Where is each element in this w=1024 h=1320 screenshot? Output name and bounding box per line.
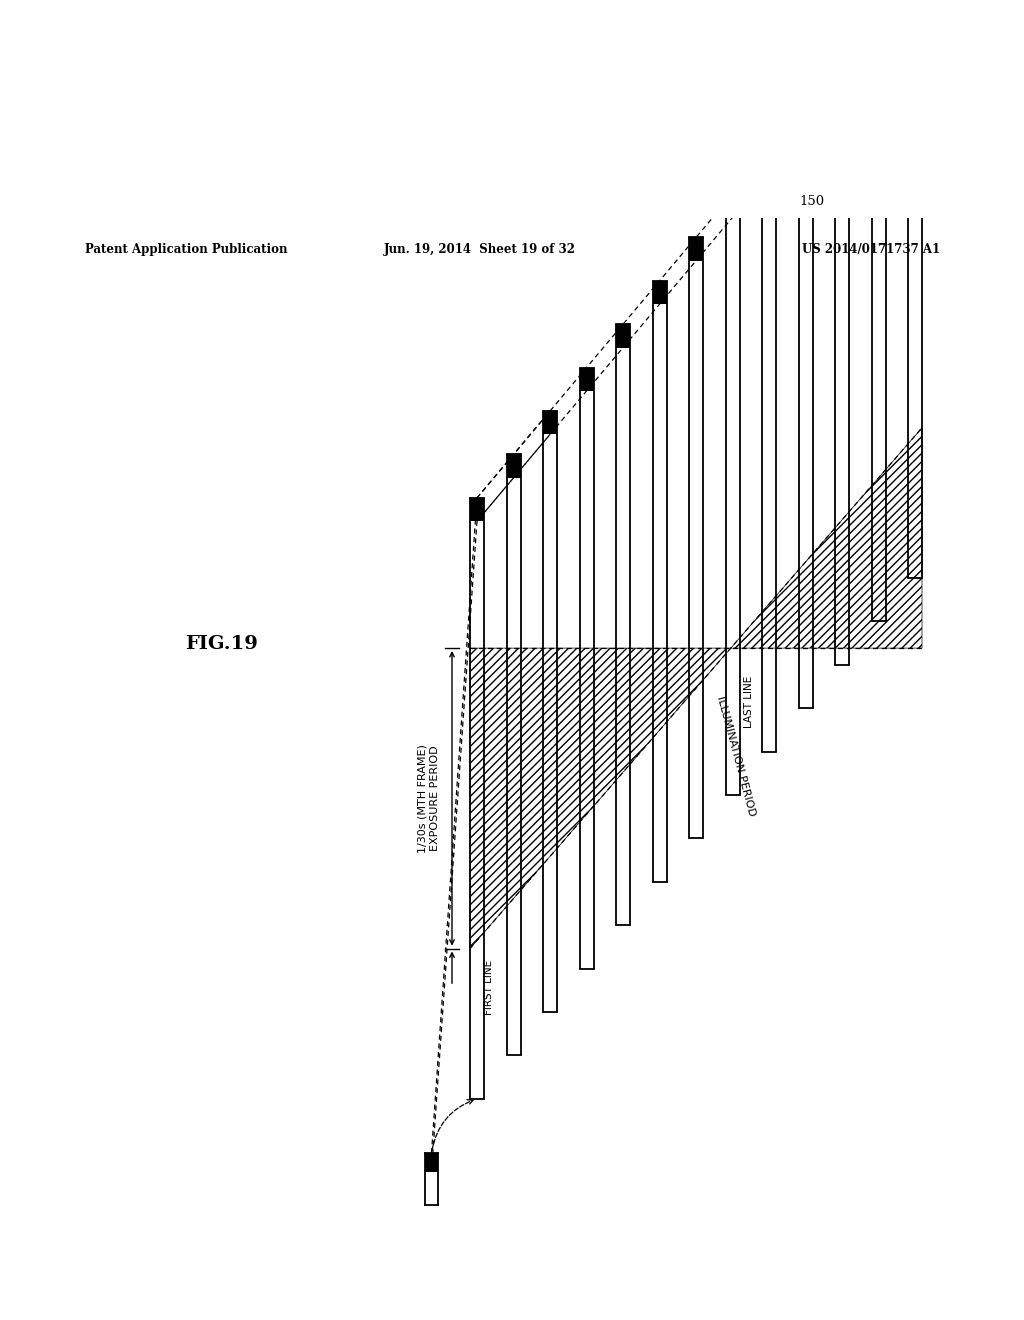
- Bar: [507, 454, 520, 478]
- Text: 1/30s (MTH FRAME)
EXPOSURE PERIOD: 1/30s (MTH FRAME) EXPOSURE PERIOD: [418, 744, 440, 853]
- Bar: [762, 150, 776, 174]
- Text: FIG.19: FIG.19: [185, 635, 258, 653]
- Bar: [689, 238, 703, 261]
- Text: 150: 150: [800, 195, 824, 209]
- Text: FIRST LINE: FIRST LINE: [484, 960, 494, 1015]
- Bar: [470, 498, 484, 521]
- Text: Jun. 19, 2014  Sheet 19 of 32: Jun. 19, 2014 Sheet 19 of 32: [384, 243, 575, 256]
- Bar: [725, 194, 739, 218]
- Bar: [835, 63, 849, 87]
- Text: US 2014/0171737 A1: US 2014/0171737 A1: [802, 243, 940, 256]
- Bar: [616, 325, 630, 347]
- Bar: [425, 1154, 438, 1172]
- Bar: [580, 368, 594, 391]
- Polygon shape: [470, 428, 922, 949]
- Bar: [871, 20, 886, 44]
- Text: Patent Application Publication: Patent Application Publication: [85, 243, 288, 256]
- Text: ILLUMINATION PERIOD: ILLUMINATION PERIOD: [715, 696, 757, 818]
- Bar: [543, 411, 557, 434]
- Bar: [799, 107, 812, 131]
- Bar: [652, 281, 667, 304]
- Text: LAST LINE: LAST LINE: [744, 676, 755, 729]
